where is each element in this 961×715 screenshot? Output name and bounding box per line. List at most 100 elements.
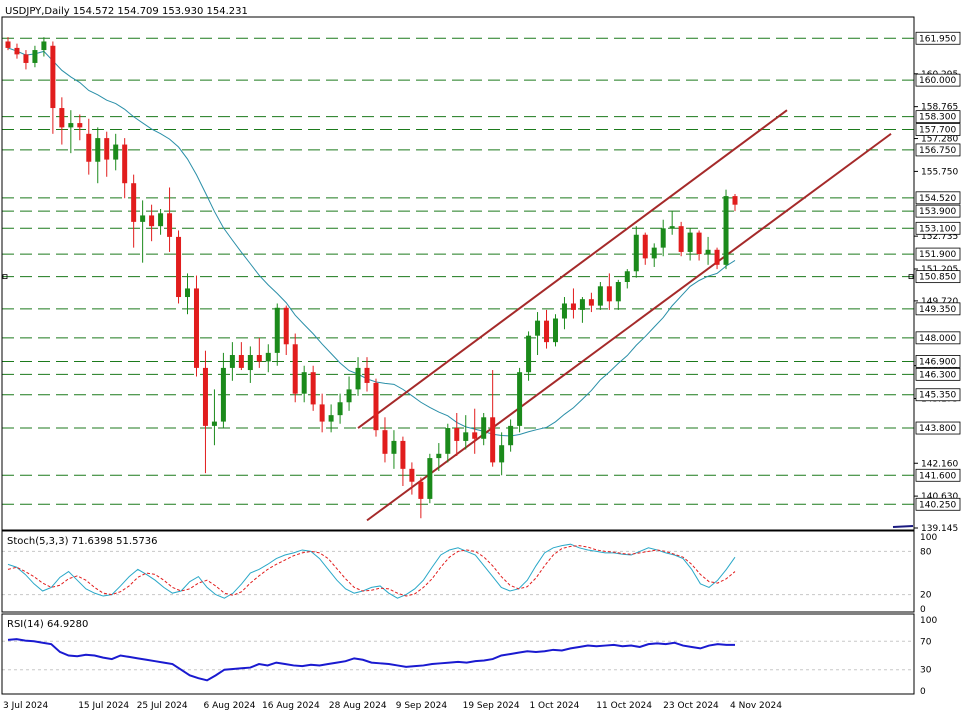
candle-body [337,402,343,416]
level-label: 149.350 [919,305,956,315]
level-label-box [915,31,961,45]
candle-body [517,372,523,426]
candle-body [283,307,289,345]
level-label: 151.900 [919,250,956,260]
candle-body [211,421,217,426]
candle-body [319,404,325,422]
candle-body [633,234,639,272]
candle-body [185,288,191,298]
candle-body [696,232,702,255]
rsi-tick-label: 30 [920,666,932,676]
candle-body [732,196,738,205]
rsi-title: RSI(14) 64.9280 [7,619,88,630]
level-label: 157.700 [919,126,956,136]
right-level-marker [908,274,914,280]
candle-body [140,215,146,222]
level-label-box [915,468,961,482]
level-label: 145.350 [919,391,956,401]
level-label-box [915,221,961,235]
candle-body [588,299,594,306]
candle-body [247,355,253,371]
price-tick-label: 151.205 [921,265,958,275]
candle-body [463,432,469,441]
price-panel-frame [1,16,915,531]
candle-body [490,417,496,463]
price-tick-label: 142.160 [921,459,958,469]
channel-upper-line [357,109,788,429]
level-label: 158.300 [919,113,956,123]
level-label-box [915,302,961,316]
candle-body [552,318,558,343]
axes: 160.295158.765157.280155.750152.735151.2… [1,16,961,711]
candle-body [409,468,415,482]
candle-body [95,138,101,162]
candle-body [454,428,460,441]
candle-body [265,352,271,362]
level-label-box [915,73,961,87]
price-tick-label: 152.735 [921,232,958,242]
candle-body [445,428,451,454]
level-label-box [915,331,961,345]
level-label: 153.100 [919,224,956,234]
stoch-main-line [7,543,736,599]
candle-body [669,226,675,229]
level-label-box [915,270,961,284]
candle-body [597,286,603,306]
level-label-box [915,421,961,435]
stochastic-panel [2,543,914,599]
level-label: 141.600 [919,471,956,481]
candle-body [68,123,74,128]
candle-body [122,144,128,184]
candle-body [660,228,666,248]
rsi-tick-label: 70 [920,637,932,647]
candle-body [705,249,711,255]
rsi-panel-frame [1,613,915,695]
price-tick-label: 149.720 [921,297,958,307]
candle-body [606,286,612,302]
candle-body [364,367,370,383]
date-label: 16 Aug 2024 [262,701,320,711]
candle-body [391,440,397,454]
candle-body [723,196,729,265]
candle-body [400,440,406,469]
candle-body [328,415,334,422]
stoch-panel-frame [1,530,915,613]
price-tick-label: 157.280 [921,135,958,145]
channel-lower-line [366,133,892,522]
candle-body [714,249,720,265]
level-label-box [915,355,961,368]
candle-body [113,144,119,160]
candle-body [193,288,199,368]
candle-body [346,389,352,403]
candle-body [570,303,576,310]
candle-body [615,281,621,302]
candle-body [508,425,514,446]
stoch-title: Stoch(5,3,3) 71.6398 51.5736 [7,536,158,547]
candle-body [202,367,208,426]
level-label-box [915,367,961,381]
left-level-marker [2,274,8,280]
candle-body [642,234,648,259]
level-label: 160.000 [919,76,956,86]
date-label: 15 Jul 2024 [78,701,129,711]
level-label: 148.000 [919,334,956,344]
level-label-box [915,497,961,511]
candle-body [131,183,137,222]
candle-body [292,344,298,394]
date-label: 3 Jul 2024 [3,701,48,711]
level-label: 143.800 [919,424,956,434]
main-chart-title: USDJPY,Daily 154.572 154.709 153.930 154… [5,6,248,17]
candle-body [238,355,244,368]
price-tick-label: 139.145 [921,524,958,534]
date-label: 19 Sep 2024 [463,701,520,711]
level-label: 150.850 [919,273,956,283]
price-panel [2,37,914,522]
level-label-box [915,191,961,205]
price-tick-label: 140.630 [921,492,958,502]
candle-body [176,236,182,298]
candle-body [687,232,693,252]
rsi-tick-label: 0 [920,687,926,697]
level-label-box [915,123,961,136]
date-label: 28 Aug 2024 [329,701,387,711]
